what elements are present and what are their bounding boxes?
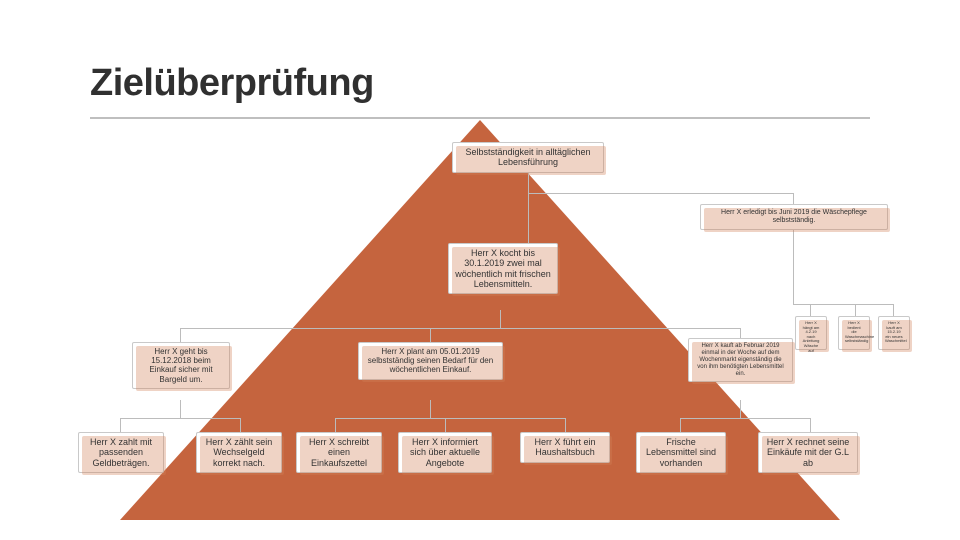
connector	[680, 418, 681, 432]
node-bottom-4: Herr X führt ein Haushaltsbuch	[520, 432, 610, 463]
node-root: Selbstständigkeit in alltäglichen Lebens…	[452, 142, 604, 173]
connector	[180, 328, 181, 342]
connector	[893, 304, 894, 316]
node-bottom-5: Frische Lebensmittel sind vorhanden	[636, 432, 726, 473]
connector	[430, 400, 431, 418]
node-bottom-0: Herr X zahlt mit passenden Geldbeträgen.	[78, 432, 164, 473]
connector	[120, 418, 240, 419]
connector	[855, 304, 856, 316]
connector	[528, 193, 529, 243]
node-upper-center: Herr X plant am 05.01.2019 selbstständig…	[358, 342, 503, 380]
node-tiny-1: Herr X bedient die Waschmaschine selbsts…	[838, 316, 870, 350]
connector	[680, 418, 810, 419]
connector	[528, 173, 529, 193]
connector	[528, 193, 793, 194]
node-upper-right: Herr X kauft ab Februar 2019 einmal in d…	[688, 338, 793, 382]
title-underline	[90, 117, 870, 119]
node-bottom-3: Herr X informiert sich über aktuelle Ang…	[398, 432, 492, 473]
node-tiny-2: Herr X kauft am 15.2.19 ein neues Waschm…	[878, 316, 910, 350]
connector	[445, 418, 446, 432]
connector	[180, 400, 181, 418]
connector	[740, 400, 741, 418]
page-title: Zielüberprüfung	[90, 62, 374, 105]
connector	[810, 304, 811, 316]
connector	[120, 418, 121, 432]
node-bottom-1: Herr X zählt sein Wechselgeld korrekt na…	[196, 432, 282, 473]
connector	[180, 328, 740, 329]
node-tiny-0: Herr X hängt am 4.2.19 nach Anleitung Wä…	[795, 316, 827, 350]
connector	[793, 304, 893, 305]
node-bottom-2: Herr X schreibt einen Einkaufszettel	[296, 432, 382, 473]
node-branch-right: Herr X erledigt bis Juni 2019 die Wäsche…	[700, 204, 888, 230]
connector	[810, 418, 811, 432]
node-bottom-6: Herr X rechnet seine Einkäufe mit der G.…	[758, 432, 858, 473]
connector	[430, 328, 431, 342]
connector	[335, 418, 565, 419]
connector	[793, 224, 794, 304]
connector	[240, 418, 241, 432]
node-upper-left: Herr X geht bis 15.12.2018 beim Einkauf …	[132, 342, 230, 389]
connector	[500, 310, 501, 328]
connector	[565, 418, 566, 432]
node-mid-center: Herr X kocht bis 30.1.2019 zwei mal wöch…	[448, 243, 558, 294]
connector	[335, 418, 336, 432]
slide: Zielüberprüfung Selbstständigkeit in all…	[0, 0, 960, 540]
